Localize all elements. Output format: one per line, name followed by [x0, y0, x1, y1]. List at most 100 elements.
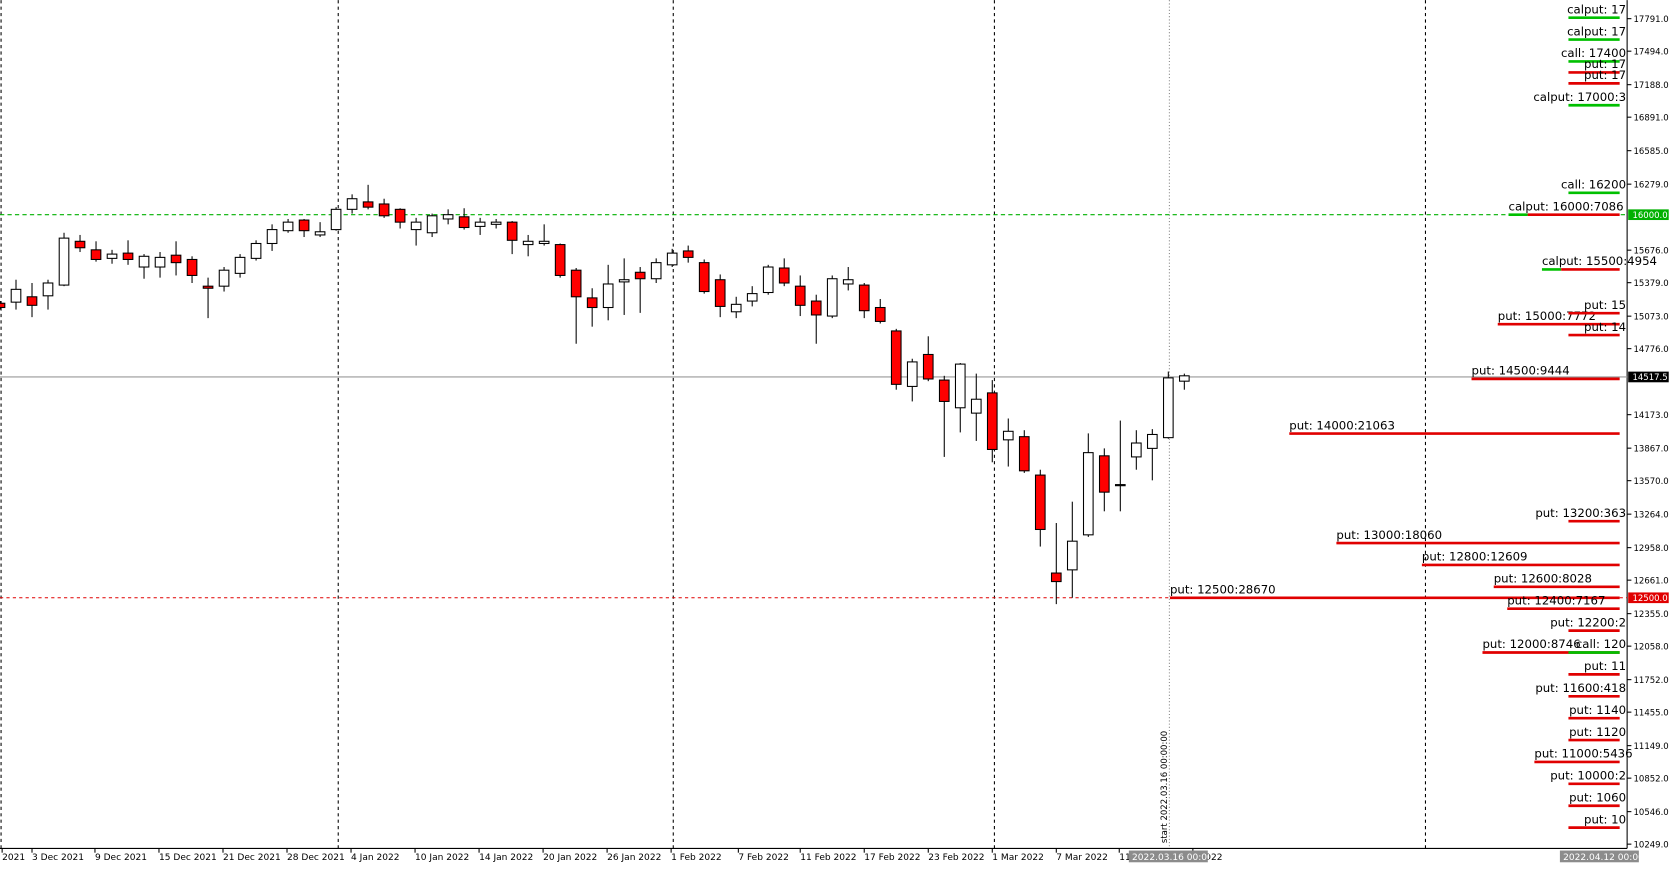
- candle-body: [1018, 436, 1030, 472]
- price-box-label: 12500.0: [1632, 594, 1667, 604]
- option-label: put: 10000:2: [1550, 769, 1626, 783]
- candle-body: [154, 256, 166, 268]
- option-label: put: 11600:418: [1535, 681, 1626, 695]
- candle-body: [1034, 474, 1046, 531]
- option-label: calput: 15500:4954: [1542, 254, 1657, 268]
- price-axis: 17791.0 17494.0 17188.0 16891.0 16585.0 16279…: [1627, 15, 1669, 850]
- x-tick-label: 20 Jan 2022: [543, 853, 597, 863]
- y-tick-label: 13264.0: [1634, 510, 1669, 520]
- y-tick-label: 11455.0: [1634, 708, 1669, 718]
- y-tick-label: 17791.0: [1634, 15, 1669, 25]
- candle-body: [490, 221, 502, 225]
- candle-body: [762, 266, 774, 294]
- candle-body: [1114, 484, 1126, 487]
- x-tick-label: 1 Feb 2022: [671, 853, 722, 863]
- candle-body: [1082, 452, 1094, 536]
- option-label: calput: 17000:3: [1533, 90, 1626, 104]
- candle-body: [202, 285, 214, 289]
- candle-body: [170, 254, 182, 264]
- candle-body: [714, 279, 726, 307]
- candle-body: [138, 255, 150, 268]
- x-tick-label: 28 Dec 2021: [287, 853, 345, 863]
- candle-body: [122, 252, 134, 260]
- time-marker: 2022.03.16 00:00: [1132, 853, 1213, 863]
- price-box: [1628, 209, 1669, 221]
- candle-body: [1178, 375, 1190, 382]
- option-label: put: 1060: [1569, 790, 1626, 804]
- option-label: put: 15: [1584, 298, 1626, 312]
- candle-body: [698, 262, 710, 293]
- y-tick-label: 15073.0: [1634, 312, 1669, 322]
- candle-body: [314, 231, 326, 236]
- candle-body: [634, 271, 646, 280]
- candles: [0, 184, 1190, 605]
- x-tick-label: 7 Mar 2022: [1056, 853, 1108, 863]
- candle-body: [362, 201, 374, 208]
- option-label: put: 11: [1584, 659, 1626, 673]
- y-tick-label: 16891.0: [1634, 113, 1669, 123]
- candle-body: [570, 269, 582, 298]
- x-tick-label: 26 Jan 2022: [607, 853, 661, 863]
- time-marker-box: [1128, 850, 1208, 863]
- candle-body: [346, 198, 358, 210]
- option-label: call: 17400: [1561, 46, 1626, 60]
- option-label: put: 12500:28670: [1170, 583, 1276, 597]
- y-tick-label: 13867.0: [1634, 444, 1669, 454]
- candle-body: [682, 250, 694, 258]
- y-tick-label: 12058.0: [1634, 642, 1669, 652]
- candle-body: [842, 279, 854, 285]
- time-marker: 2022.04.12 00:00: [1563, 853, 1644, 863]
- y-tick-label: 11752.0: [1634, 676, 1669, 686]
- option-label: put: 13200:363: [1535, 506, 1626, 520]
- y-tick-label: 11149.0: [1634, 742, 1669, 752]
- candle-body: [42, 282, 54, 297]
- candle-body: [10, 288, 22, 303]
- y-tick-label: 10546.0: [1634, 808, 1669, 818]
- option-label: put: 14500:9444: [1472, 364, 1570, 378]
- price-box: [1628, 371, 1669, 383]
- candle-body: [554, 244, 566, 276]
- candle-body: [218, 269, 230, 287]
- option-label: calput: 16000:7086: [1509, 199, 1624, 213]
- y-tick-label: 17494.0: [1634, 47, 1669, 57]
- option-label: put: 12600:8028: [1494, 572, 1592, 586]
- x-tick-label: 23 Feb 2022: [928, 853, 984, 863]
- y-tick-label: 12661.0: [1634, 576, 1669, 586]
- candle-body: [1098, 455, 1110, 493]
- candle-body: [474, 221, 486, 227]
- candle-body: [618, 279, 630, 283]
- option-label: put: 12800:12609: [1422, 550, 1528, 564]
- x-tick-label: 3 Dec 2021: [32, 853, 84, 863]
- option-label: put: 14: [1584, 320, 1626, 334]
- candle-body: [266, 229, 278, 245]
- candle-body: [522, 240, 534, 246]
- candle-body: [90, 249, 102, 260]
- y-tick-label: 14776.0: [1634, 345, 1669, 355]
- candle-body: [1130, 442, 1142, 458]
- candle-body: [1146, 433, 1158, 449]
- candle-body: [538, 240, 550, 245]
- candle-body: [986, 392, 998, 451]
- option-label: put: 17: [1584, 57, 1626, 71]
- candle-body: [746, 293, 758, 302]
- candle-body: [458, 216, 470, 229]
- candle-body: [330, 208, 342, 231]
- x-tick-label: 2021: [2, 853, 25, 863]
- candle-body: [826, 278, 838, 317]
- candle-body: [666, 252, 678, 266]
- candle-body: [378, 203, 390, 217]
- y-tick-label: 12958.0: [1634, 544, 1669, 554]
- option-label: calput: 17: [1567, 24, 1626, 38]
- candle-body: [186, 258, 198, 276]
- candle-body: [426, 215, 438, 234]
- candle-body: [922, 353, 934, 380]
- x-tick-label: 15 Dec 2021: [159, 853, 217, 863]
- start-label: start 2022.03.16 00:00:00: [1160, 731, 1170, 843]
- option-label: calput: 17: [1567, 2, 1626, 16]
- candle-body: [410, 221, 422, 231]
- y-tick-label: 15676.0: [1634, 246, 1669, 256]
- option-label: put: 12000:8746: [1482, 637, 1580, 651]
